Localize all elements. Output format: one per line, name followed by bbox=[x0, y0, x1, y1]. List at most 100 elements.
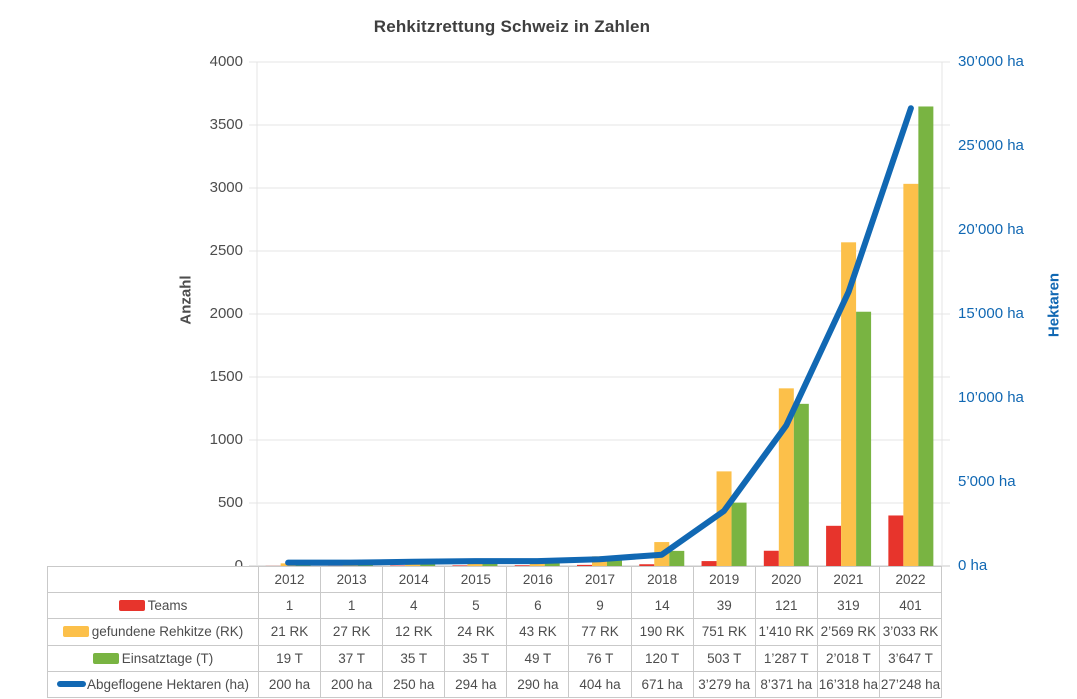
value-cell: 19 T bbox=[257, 644, 322, 672]
legend-cell: gefundene Rehkitze (RK) bbox=[47, 618, 259, 646]
left-axis-tick-label: 500 bbox=[217, 494, 243, 511]
value-cell: 2’018 T bbox=[816, 644, 880, 672]
year-header-cell: 2021 bbox=[816, 565, 880, 594]
year-header-cell: 2012 bbox=[257, 565, 322, 594]
value-cell: 24 RK bbox=[444, 618, 508, 646]
bar-2015 bbox=[467, 562, 483, 566]
value-cell: 319 bbox=[816, 592, 880, 620]
value-cell: 12 RK bbox=[382, 618, 446, 646]
legend-label: Teams bbox=[147, 598, 188, 614]
value-cell: 35 T bbox=[382, 644, 446, 672]
value-cell: 2’569 RK bbox=[816, 618, 880, 646]
value-cell: 35 T bbox=[444, 644, 508, 672]
bar-2019 bbox=[731, 502, 747, 566]
value-cell: 121 bbox=[754, 592, 818, 620]
value-cell: 77 RK bbox=[568, 618, 632, 646]
bar-2018 bbox=[639, 564, 655, 566]
bar-2014 bbox=[390, 565, 406, 566]
value-cell: 294 ha bbox=[444, 670, 508, 698]
bar-2022 bbox=[918, 106, 934, 566]
value-cell: 27’248 ha bbox=[878, 670, 943, 698]
bar-2015 bbox=[452, 565, 468, 566]
table-row: Abgeflogene Hektaren (ha) 200 ha 200 ha 250… bbox=[47, 670, 943, 698]
year-header-cell: 2017 bbox=[568, 565, 632, 594]
value-cell: 76 T bbox=[568, 644, 632, 672]
chart-title: Rehkitzrettung Schweiz in Zahlen bbox=[373, 17, 651, 36]
value-cell: 1 bbox=[320, 592, 384, 620]
table-row: gefundene Rehkitze (RK) 21 RK 27 RK 12 RK 24… bbox=[47, 618, 943, 646]
bar-2017 bbox=[577, 564, 592, 566]
value-cell: 5 bbox=[444, 592, 508, 620]
value-cell: 250 ha bbox=[382, 670, 446, 698]
left-axis-tick-label: 2000 bbox=[209, 305, 243, 322]
bar-2021 bbox=[856, 311, 872, 566]
year-header-cell: 2019 bbox=[692, 565, 756, 594]
year-header-cell: 2014 bbox=[382, 565, 446, 594]
bar-2020 bbox=[793, 403, 809, 566]
value-cell: 200 ha bbox=[320, 670, 384, 698]
right-axis-tick-label: 0 ha bbox=[958, 557, 988, 574]
value-cell: 49 T bbox=[506, 644, 570, 672]
legend-swatch-icon bbox=[92, 652, 119, 664]
bar-2014 bbox=[405, 564, 421, 566]
value-cell: 290 ha bbox=[506, 670, 570, 698]
year-header-cell: 2013 bbox=[320, 565, 384, 594]
right-axis-tick-label: 20’000 ha bbox=[958, 221, 1024, 238]
bar-2021 bbox=[826, 525, 842, 566]
left-axis-tick-label: 1000 bbox=[209, 431, 243, 448]
bar-2019 bbox=[716, 471, 732, 566]
year-header-cell: 2020 bbox=[754, 565, 818, 594]
legend-swatch-icon bbox=[56, 680, 86, 687]
table-header-row: 2012 2013 2014 2015 2016 2017 2018 2019 2020 2021… bbox=[47, 565, 943, 594]
value-cell: 503 T bbox=[692, 644, 756, 672]
legend-cell: Abgeflogene Hektaren (ha) bbox=[47, 670, 259, 698]
value-cell: 16’318 ha bbox=[816, 670, 880, 698]
value-cell: 671 ha bbox=[630, 670, 694, 698]
legend-label: Einsatztage (T) bbox=[121, 650, 214, 666]
value-cell: 37 T bbox=[320, 644, 384, 672]
legend-label: gefundene Rehkitze (RK) bbox=[91, 624, 244, 640]
year-header-cell: 2016 bbox=[506, 565, 570, 594]
value-cell: 1 bbox=[257, 592, 322, 620]
year-header-cell: 2018 bbox=[630, 565, 694, 594]
left-axis-tick-label: 2500 bbox=[209, 242, 243, 259]
right-axis-tick-label: 25’000 ha bbox=[958, 137, 1024, 154]
bar-2021 bbox=[841, 242, 857, 566]
left-axis-tick-label: 3500 bbox=[209, 116, 243, 133]
bar-2022 bbox=[888, 515, 904, 566]
bar-2016 bbox=[514, 565, 530, 566]
year-header-cell: 2022 bbox=[878, 565, 943, 594]
value-cell: 3’279 ha bbox=[692, 670, 756, 698]
bar-2018 bbox=[669, 550, 685, 566]
value-cell: 1’410 RK bbox=[754, 618, 818, 646]
value-cell: 43 RK bbox=[506, 618, 570, 646]
value-cell: 4 bbox=[382, 592, 446, 620]
hectares-line bbox=[285, 105, 914, 566]
left-axis-tick-label: 0 bbox=[150, 557, 243, 575]
value-cell: 21 RK bbox=[257, 618, 322, 646]
value-cell: 27 RK bbox=[320, 618, 384, 646]
left-axis-tick-label: 4000 bbox=[209, 53, 243, 70]
bar-2019 bbox=[701, 561, 717, 566]
value-cell: 751 RK bbox=[692, 618, 756, 646]
legend-swatch-icon bbox=[118, 600, 145, 612]
left-axis-tick-label: 1500 bbox=[209, 368, 243, 385]
right-axis-tick-label: 30’000 ha bbox=[958, 53, 1024, 70]
value-cell: 9 bbox=[568, 592, 632, 620]
value-cell: 6 bbox=[506, 592, 570, 620]
right-axis-tick-label: 5’000 ha bbox=[958, 473, 1016, 490]
legend-cell: Teams bbox=[47, 592, 259, 620]
right-axis-tick-label: 15’000 ha bbox=[958, 305, 1024, 322]
value-cell: 120 T bbox=[630, 644, 694, 672]
bar-2017 bbox=[607, 556, 622, 566]
value-cell: 3’647 T bbox=[878, 644, 943, 672]
value-cell: 39 bbox=[692, 592, 756, 620]
right-axis-tick-label: 10’000 ha bbox=[958, 389, 1024, 406]
value-cell: 3’033 RK bbox=[878, 618, 943, 646]
value-cell: 1’287 T bbox=[754, 644, 818, 672]
legend-label: Abgeflogene Hektaren (ha) bbox=[86, 676, 250, 692]
value-cell: 14 bbox=[630, 592, 694, 620]
bar-2022 bbox=[903, 183, 919, 567]
